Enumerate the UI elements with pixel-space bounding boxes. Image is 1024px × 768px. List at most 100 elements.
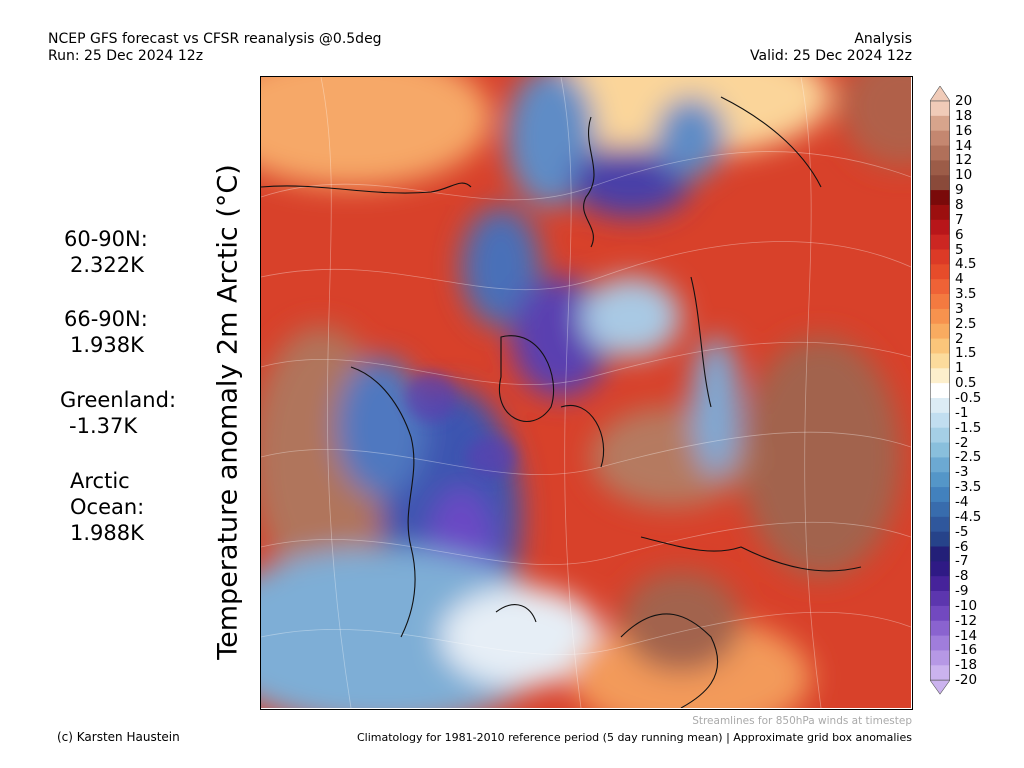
colorbar-segment	[930, 531, 950, 547]
climatology-note: Climatology for 1981-2010 reference peri…	[356, 731, 912, 744]
colorbar-tick-label: -1.5	[955, 419, 982, 436]
colorbar-segment	[930, 219, 950, 236]
colorbar-segment	[930, 650, 950, 666]
colorbar-tick-label: 14	[955, 137, 973, 154]
colorbar-tick-label: 12	[955, 152, 973, 169]
stat-arctic-ocean-value: 1.988K	[70, 521, 144, 545]
colorbar-segment	[930, 204, 950, 221]
colorbar-segment	[930, 561, 950, 577]
colorbar-tick-label: -18	[955, 657, 978, 674]
colorbar-tick-label: 20	[955, 93, 973, 109]
colorbar-segment	[930, 546, 950, 562]
colorbar-tick-label: -14	[955, 627, 978, 644]
colorbar-segment	[930, 249, 950, 265]
colorbar-tick-label: -16	[955, 642, 978, 659]
colorbar-segment	[930, 353, 950, 369]
colorbar-segment	[930, 501, 950, 518]
colorbar-tick-label: 8	[955, 196, 964, 213]
streamlines-note: Streamlines for 850hPa winds at timestep	[692, 715, 912, 727]
colorbar-tick-label: -4	[955, 493, 969, 510]
colorbar-tick-label: 7	[955, 211, 964, 228]
valid-time: Valid: 25 Dec 2024 12z	[750, 48, 912, 64]
colorbar-segment	[930, 338, 950, 354]
colorbar-segment	[930, 294, 950, 310]
colorbar-segment	[930, 308, 950, 325]
colorbar-tick-label: 2.5	[955, 315, 977, 332]
colorbar-tick-label: 3	[955, 300, 964, 317]
colorbar-tick-label: 4	[955, 271, 964, 288]
arctic-anomaly-map[interactable]	[260, 76, 913, 710]
colorbar-segment	[930, 576, 950, 592]
stat-66-90n-value: 1.938K	[70, 333, 144, 357]
colorbar-segment	[930, 323, 950, 339]
colorbar-tick-label: -5	[955, 523, 969, 540]
vertical-axis-title: Temperature anomaly 2m Arctic (°C)	[212, 164, 244, 660]
colorbar-segment	[930, 427, 950, 443]
colorbar-tick-label: 16	[955, 122, 973, 139]
colorbar-tick-label: -9	[955, 583, 969, 600]
colorbar-segment	[930, 264, 950, 280]
colorbar-tick-label: 10	[955, 167, 973, 184]
map-title: NCEP GFS forecast vs CFSR reanalysis @0.…	[48, 31, 382, 47]
colorbar-segment	[930, 234, 950, 250]
colorbar-segment	[930, 115, 950, 132]
colorbar-tick-label: -8	[955, 568, 969, 585]
colorbar-cap-top	[930, 86, 950, 102]
colorbar	[930, 86, 950, 695]
colorbar-segment	[930, 591, 950, 607]
colorbar-segment	[930, 472, 950, 488]
colorbar-segment	[930, 175, 950, 191]
colorbar-tick-label: 6	[955, 226, 964, 243]
colorbar-segment	[930, 279, 950, 295]
colorbar-tick-label: -0.5	[955, 390, 982, 406]
colorbar-tick-label: 5	[955, 241, 964, 258]
colorbar-segment	[930, 457, 950, 473]
colorbar-tick-label: 2	[955, 330, 964, 347]
credit-text: (c) Karsten Haustein	[57, 730, 180, 744]
stat-greenland-value: -1.37K	[69, 414, 138, 438]
colorbar-tick-label: -1	[955, 404, 969, 421]
colorbar-segment	[930, 605, 950, 622]
colorbar-segment	[930, 145, 950, 161]
colorbar-segment	[930, 130, 950, 146]
colorbar-segment	[930, 635, 950, 651]
colorbar-tick-label: -7	[955, 553, 969, 570]
colorbar-segment	[930, 487, 950, 503]
colorbar-tick-label: 1.5	[955, 345, 977, 362]
colorbar-tick-label: 1	[955, 360, 964, 377]
colorbar-segment	[930, 398, 950, 414]
stat-60-90n-label: 60-90N:	[64, 227, 148, 251]
stat-66-90n-label: 66-90N:	[64, 307, 148, 331]
map-graphic	[261, 77, 911, 708]
colorbar-segment	[930, 620, 950, 636]
colorbar-tick-label: -6	[955, 538, 969, 555]
analysis-label: Analysis	[854, 31, 912, 47]
stat-arctic-ocean-label-2: Ocean:	[70, 495, 145, 519]
colorbar-tick-label: -10	[955, 597, 978, 614]
colorbar-tick-label: -3.5	[955, 479, 982, 496]
colorbar-tick-label: -3	[955, 464, 969, 481]
stat-arctic-ocean-label: Arctic	[70, 469, 130, 493]
stat-60-90n-value: 2.322K	[70, 253, 144, 277]
colorbar-tick-label: 18	[955, 107, 973, 124]
colorbar-cap-bottom	[930, 679, 950, 695]
colorbar-segment	[930, 368, 950, 384]
run-time: Run: 25 Dec 2024 12z	[48, 48, 204, 64]
colorbar-segment	[930, 412, 950, 429]
stat-greenland-label: Greenland:	[60, 388, 177, 412]
colorbar-tick-label: -20	[955, 672, 978, 689]
colorbar-tick-label: -12	[955, 612, 978, 629]
colorbar-tick-label: 0.5	[955, 375, 977, 392]
colorbar-tick-label: 4.5	[955, 256, 977, 273]
colorbar-segment	[930, 442, 950, 458]
colorbar-tick-label: -4.5	[955, 508, 982, 525]
colorbar-segment	[930, 665, 950, 681]
colorbar-segment	[930, 383, 950, 399]
colorbar-segment	[930, 160, 950, 176]
colorbar-tick-label: 9	[955, 182, 964, 199]
colorbar-segment	[930, 101, 950, 117]
colorbar-tick-label: -2.5	[955, 449, 982, 466]
colorbar-tick-label: 3.5	[955, 286, 977, 303]
colorbar-segment	[930, 516, 950, 533]
colorbar-tick-label: -2	[955, 434, 969, 451]
